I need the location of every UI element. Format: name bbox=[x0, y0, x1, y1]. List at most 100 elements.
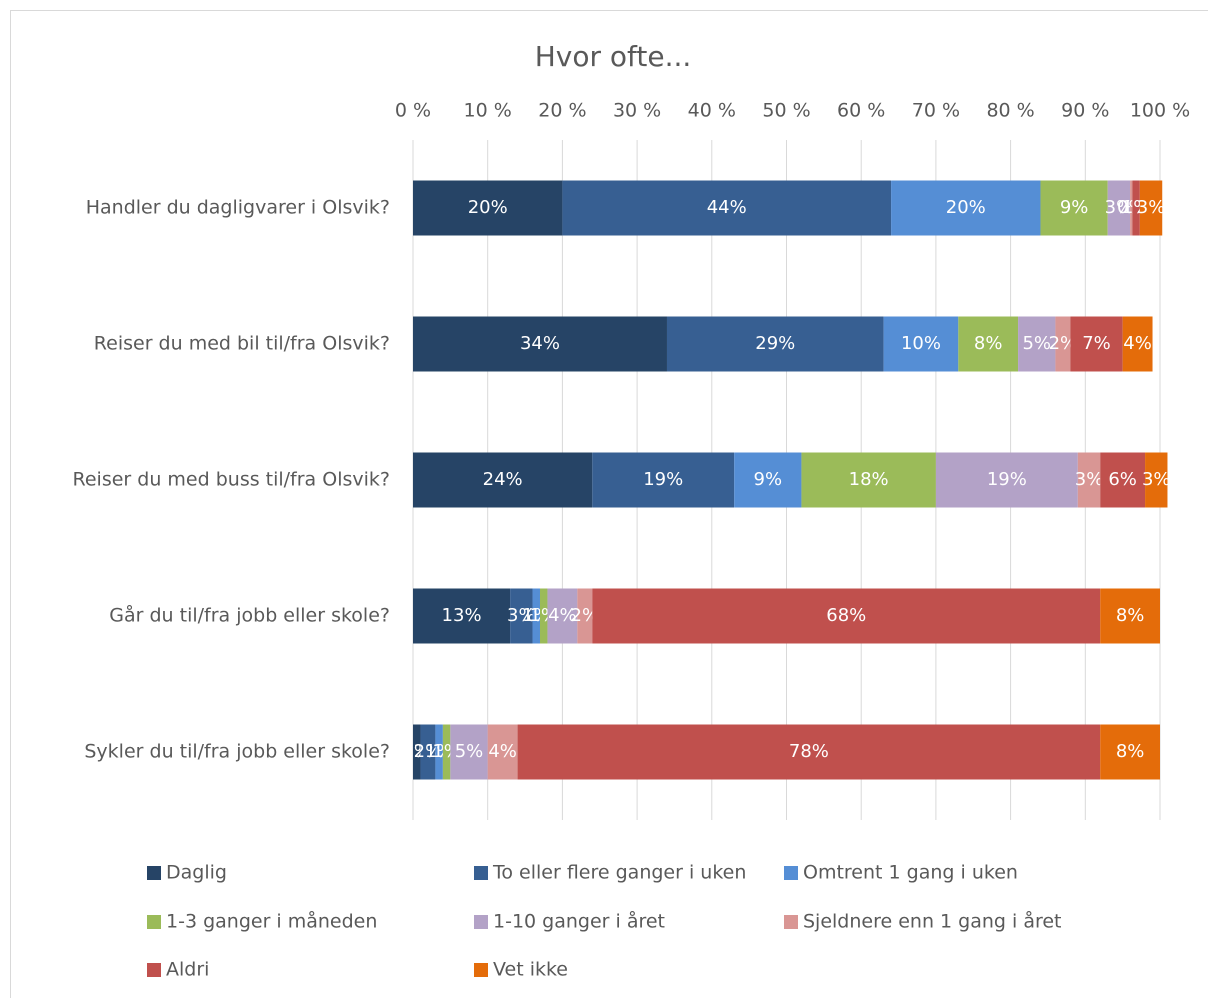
data-label: 20% bbox=[468, 197, 508, 218]
bar-segment bbox=[517, 724, 1101, 780]
bar-segment bbox=[413, 316, 667, 372]
y-tick-label: Reiser du med bil til/fra Olsvik? bbox=[94, 333, 390, 355]
data-label: 10% bbox=[901, 333, 941, 354]
bar-segment bbox=[510, 588, 533, 644]
data-label: 3% bbox=[1075, 469, 1104, 490]
bar-segment bbox=[1018, 316, 1056, 372]
x-tick-label: 30 % bbox=[613, 100, 661, 122]
y-tick-label: Går du til/fra jobb eller skole? bbox=[109, 604, 390, 627]
bar-segment bbox=[413, 180, 563, 236]
x-tick-label: 20 % bbox=[538, 100, 586, 122]
data-label: 4% bbox=[548, 605, 577, 626]
bar-segment bbox=[539, 588, 548, 644]
x-tick-label: 60 % bbox=[837, 100, 885, 122]
x-tick-label: 10 % bbox=[464, 100, 512, 122]
bar-segment bbox=[935, 452, 1078, 508]
bar-segment bbox=[547, 588, 578, 644]
legend-label: To eller flere ganger i uken bbox=[492, 862, 746, 884]
bar-segment bbox=[1130, 180, 1133, 236]
bar-segment bbox=[592, 452, 735, 508]
data-label: 9% bbox=[754, 469, 783, 490]
data-label: 2% bbox=[414, 741, 443, 762]
bar-segment bbox=[562, 180, 892, 236]
legend-label: 1-10 ganger i året bbox=[493, 910, 665, 933]
y-tick-label: Handler du dagligvarer i Olsvik? bbox=[86, 197, 390, 219]
legend-label: Daglig bbox=[166, 862, 227, 884]
data-label: 78% bbox=[789, 741, 829, 762]
x-tick-label: 70 % bbox=[912, 100, 960, 122]
data-label: 19% bbox=[987, 469, 1027, 490]
data-label: 8% bbox=[1116, 605, 1145, 626]
y-tick-label: Reiser du med buss til/fra Olsvik? bbox=[73, 469, 390, 491]
bar-segment bbox=[1145, 452, 1168, 508]
data-label: 3% bbox=[507, 605, 536, 626]
data-label: 13% bbox=[442, 605, 482, 626]
bar-segment bbox=[592, 588, 1101, 644]
data-label: 29% bbox=[755, 333, 795, 354]
data-label: 2% bbox=[571, 605, 600, 626]
data-label: 4% bbox=[488, 741, 517, 762]
legend-swatch bbox=[474, 963, 488, 977]
bar-segment bbox=[1132, 180, 1140, 236]
bar-segment bbox=[413, 588, 511, 644]
bar-segment bbox=[1077, 452, 1101, 508]
data-label: 7% bbox=[1082, 333, 1111, 354]
bar-segment bbox=[413, 452, 593, 508]
x-tick-label: 50 % bbox=[762, 100, 810, 122]
x-tick-label: 0 % bbox=[395, 100, 431, 122]
data-label: 9% bbox=[1060, 197, 1089, 218]
bar-segment bbox=[1070, 316, 1123, 372]
bar-segment bbox=[883, 316, 959, 372]
legend-swatch bbox=[784, 866, 798, 880]
bar-segment bbox=[1055, 316, 1071, 372]
data-label: 6% bbox=[1108, 469, 1137, 490]
data-label: 20% bbox=[946, 197, 986, 218]
bar-segment bbox=[958, 316, 1019, 372]
legend-label: Vet ikke bbox=[493, 959, 568, 981]
bar-segment bbox=[734, 452, 802, 508]
y-tick-label: Sykler du til/fra jobb eller skole? bbox=[84, 741, 390, 763]
x-tick-label: 80 % bbox=[986, 100, 1034, 122]
bar-segment bbox=[532, 588, 540, 644]
bar-segment bbox=[413, 724, 421, 780]
bar-segment bbox=[1100, 588, 1160, 644]
legend-swatch bbox=[784, 915, 798, 929]
x-tick-label: 90 % bbox=[1061, 100, 1109, 122]
bar-segment bbox=[666, 316, 884, 372]
bar-segment bbox=[1100, 452, 1146, 508]
bar-segment bbox=[1122, 316, 1153, 372]
data-label: 8% bbox=[974, 333, 1003, 354]
data-label: 2% bbox=[1049, 333, 1078, 354]
bar-segment bbox=[1107, 180, 1131, 236]
chart-title: Hvor ofte... bbox=[535, 40, 692, 73]
data-label: 19% bbox=[643, 469, 683, 490]
bar-segment bbox=[450, 724, 488, 780]
bar-segment bbox=[1100, 724, 1160, 780]
legend-swatch bbox=[474, 866, 488, 880]
legend-swatch bbox=[147, 866, 161, 880]
data-label: 5% bbox=[1022, 333, 1051, 354]
bar-segment bbox=[442, 724, 451, 780]
data-label: 5% bbox=[455, 741, 484, 762]
data-label: 3% bbox=[1105, 197, 1134, 218]
x-tick-label: 100 % bbox=[1130, 100, 1190, 122]
data-label: 8% bbox=[1116, 741, 1145, 762]
bar-segment bbox=[801, 452, 936, 508]
legend-label: 1-3 ganger i måneden bbox=[166, 910, 377, 933]
x-tick-label: 40 % bbox=[688, 100, 736, 122]
bar-segment bbox=[1139, 180, 1163, 236]
data-label: 24% bbox=[483, 469, 523, 490]
bar-segment bbox=[577, 588, 593, 644]
legend-swatch bbox=[147, 915, 161, 929]
legend-label: Omtrent 1 gang i uken bbox=[803, 862, 1018, 884]
bar-segment bbox=[1040, 180, 1108, 236]
legend-swatch bbox=[474, 915, 488, 929]
data-label: 34% bbox=[520, 333, 560, 354]
data-label: 4% bbox=[1123, 333, 1152, 354]
bar-segment bbox=[420, 724, 436, 780]
data-label: 3% bbox=[1137, 197, 1166, 218]
bar-segment bbox=[487, 724, 518, 780]
data-label: 3% bbox=[1142, 469, 1171, 490]
bar-segment bbox=[435, 724, 443, 780]
